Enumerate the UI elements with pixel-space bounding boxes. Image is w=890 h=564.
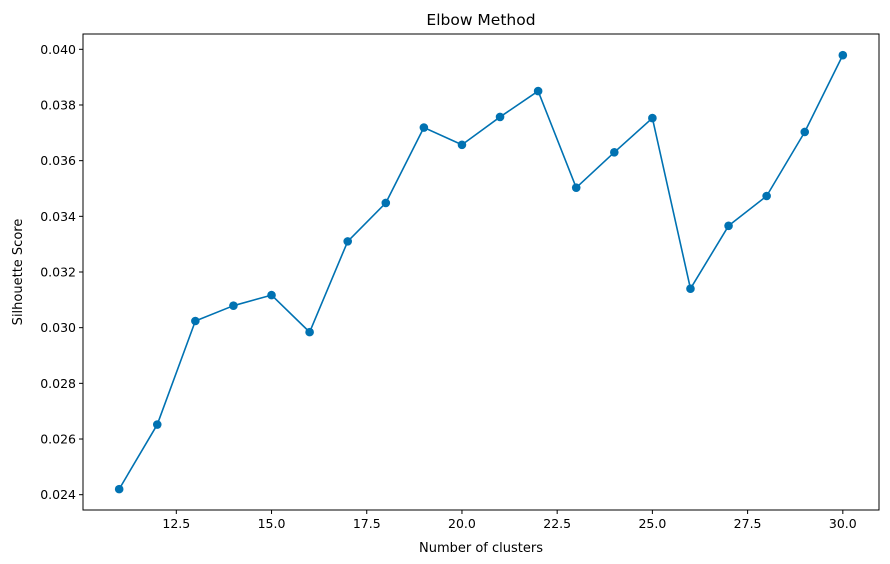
- x-tick-label: 20.0: [448, 516, 476, 531]
- x-tick-label: 17.5: [353, 516, 381, 531]
- y-tick-label: 0.040: [40, 42, 76, 57]
- data-point: [648, 113, 657, 123]
- series-line: [118, 54, 844, 490]
- data-point: [724, 221, 733, 231]
- y-tick-label: 0.028: [40, 376, 76, 391]
- x-axis-ticks: 12.5 15.0 17.5 20.0 22.5 25.0 27.5 30.0: [162, 510, 857, 531]
- x-tick-label: 12.5: [162, 516, 190, 531]
- x-tick-label: 30.0: [829, 516, 857, 531]
- data-point: [305, 327, 314, 337]
- data-point: [686, 284, 695, 294]
- data-point: [343, 237, 352, 246]
- data-point: [571, 183, 581, 192]
- x-axis-label: Number of clusters: [419, 541, 543, 556]
- y-tick-label: 0.038: [40, 97, 76, 112]
- y-tick-label: 0.030: [40, 320, 76, 335]
- chart-title: Elbow Method: [426, 11, 535, 29]
- y-axis-ticks: 0.024 0.026 0.028 0.030 0.032 0.034 0.036 0.038…: [40, 42, 83, 502]
- x-tick-label: 27.5: [734, 516, 762, 531]
- data-point: [152, 420, 162, 429]
- x-tick-label: 25.0: [638, 516, 666, 531]
- data-point: [419, 123, 429, 132]
- x-tick-label: 15.0: [258, 516, 286, 531]
- y-tick-label: 0.026: [40, 432, 76, 447]
- data-point: [191, 316, 200, 326]
- data-point: [381, 198, 391, 208]
- y-tick-label: 0.024: [40, 487, 76, 502]
- y-tick-label: 0.036: [40, 153, 76, 168]
- data-point: [229, 301, 238, 310]
- x-tick-label: 22.5: [543, 516, 571, 531]
- data-point: [267, 290, 276, 300]
- data-point: [838, 50, 848, 60]
- data-point: [800, 127, 810, 137]
- plot-frame: [82, 33, 880, 511]
- data-point: [533, 86, 543, 96]
- y-tick-label: 0.034: [40, 209, 76, 224]
- y-axis-label: Silhouette Score: [11, 219, 26, 326]
- data-point: [457, 140, 467, 150]
- series-group: [114, 50, 848, 494]
- y-tick-label: 0.032: [40, 265, 76, 280]
- data-point: [762, 191, 771, 201]
- data-point: [610, 148, 619, 157]
- data-point: [495, 112, 505, 122]
- data-point: [114, 484, 124, 494]
